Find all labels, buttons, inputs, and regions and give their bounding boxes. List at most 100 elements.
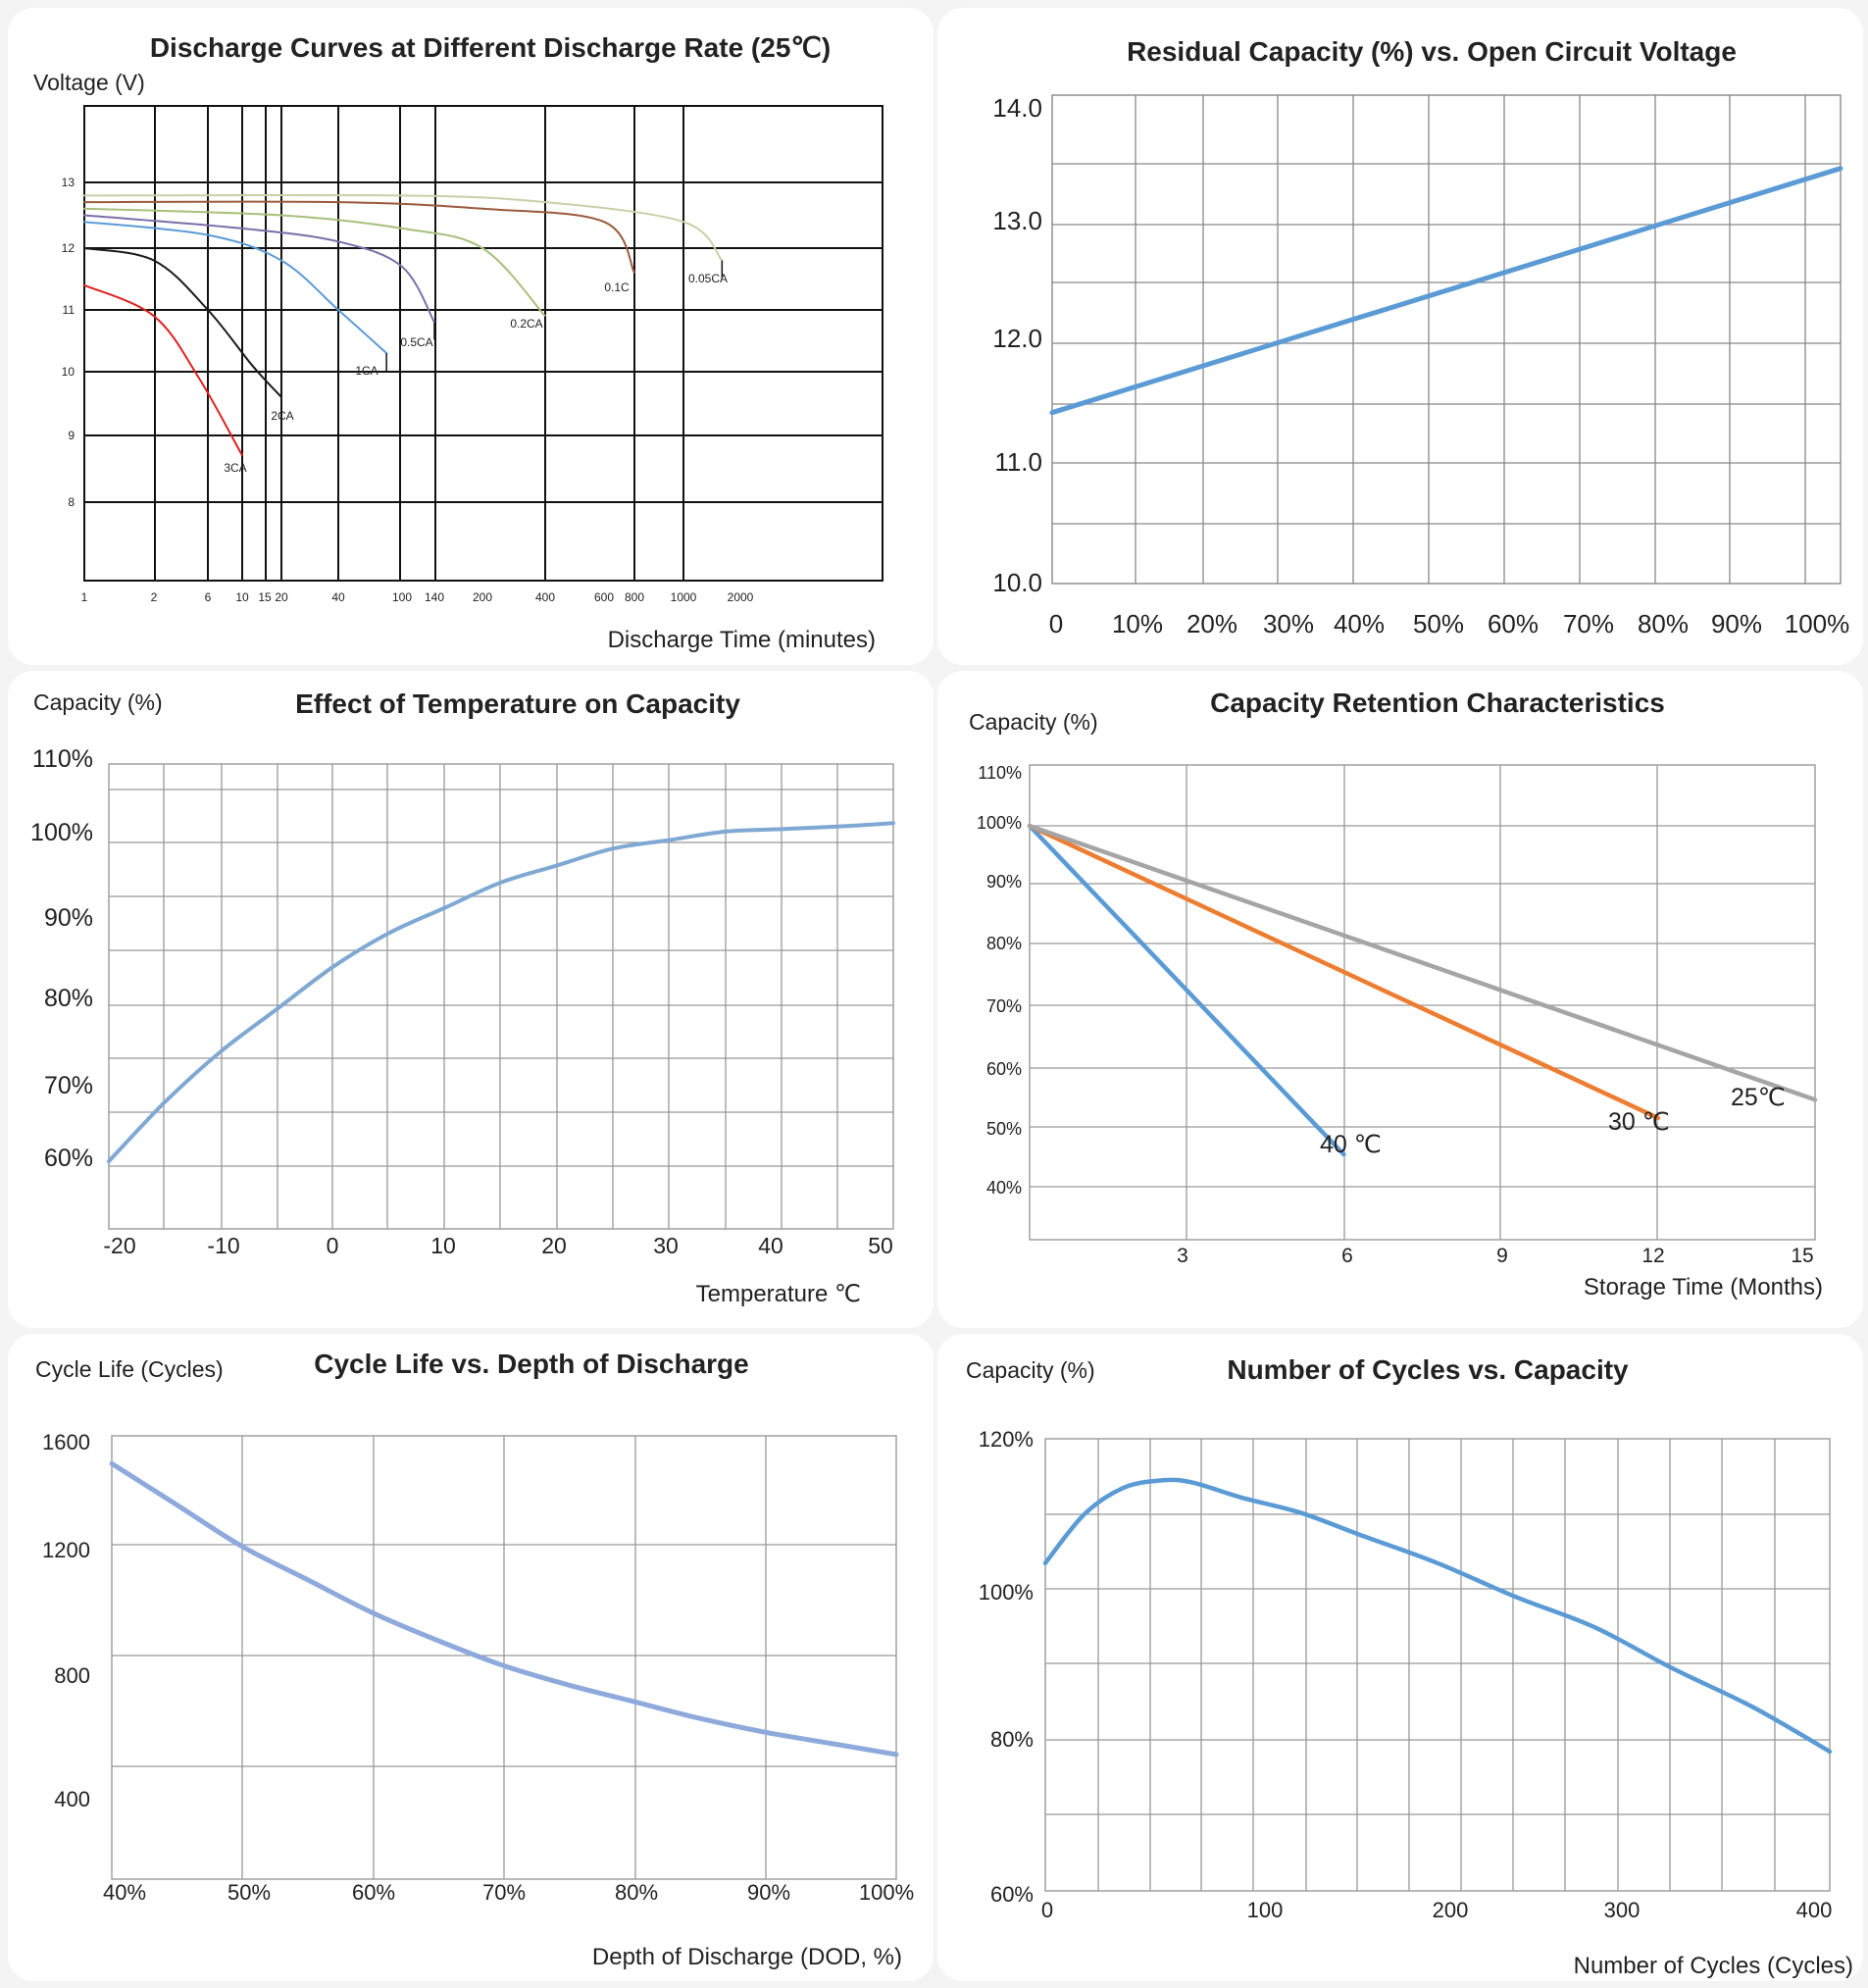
- x-tick-label: 40%: [1334, 609, 1385, 638]
- y-tick-label: 11.0: [994, 447, 1042, 477]
- series-label: 1CA: [355, 364, 378, 378]
- series-line-02ca: [83, 207, 546, 318]
- y-axis-title: Capacity (%): [33, 689, 163, 715]
- y-tick-label: 90%: [986, 872, 1022, 892]
- series-line-005ca: [83, 193, 724, 262]
- x-tick-label: 40: [331, 590, 345, 604]
- x-tick-label: 200: [1433, 1898, 1469, 1922]
- y-axis-title: Capacity (%): [966, 1357, 1095, 1383]
- x-tick-label: 50%: [227, 1880, 271, 1905]
- x-tick-label: 300: [1604, 1898, 1641, 1922]
- series-label: 0.2CA: [510, 317, 542, 331]
- x-tick-label: 20: [275, 590, 288, 604]
- series-label: 30 ℃: [1608, 1108, 1670, 1136]
- x-tick-label: 0: [327, 1233, 339, 1258]
- x-tick-label: 60%: [352, 1880, 395, 1905]
- y-tick-label: 120%: [979, 1427, 1034, 1452]
- y-tick-label: 14.0: [992, 93, 1042, 123]
- x-tick-label: 1: [81, 590, 88, 604]
- y-tick-label: 8: [68, 495, 75, 509]
- plot-frame: [83, 105, 884, 582]
- x-tick-label: 0: [1049, 609, 1063, 638]
- x-axis-title: Number of Cycles (Cycles): [1574, 1953, 1853, 1979]
- y-tick-label: 400: [54, 1787, 90, 1811]
- x-tick-label: 10%: [1112, 609, 1163, 638]
- y-tick-label: 60%: [990, 1882, 1034, 1907]
- x-tick-label: 100%: [859, 1880, 914, 1905]
- chart-title: Capacity Retention Characteristics: [1210, 688, 1665, 718]
- series-line-05ca: [83, 214, 435, 324]
- series-line-01c: [83, 200, 635, 275]
- y-tick-label: 10: [62, 365, 76, 379]
- x-tick-label: 10: [430, 1233, 456, 1258]
- x-tick-label: 70%: [482, 1880, 526, 1905]
- panel-discharge-curves: [8, 8, 934, 665]
- x-tick-label: 30%: [1263, 609, 1314, 638]
- series-label: 2CA: [271, 409, 293, 423]
- series-label: 0.5CA: [400, 335, 432, 349]
- x-tick-label: 10: [235, 590, 249, 604]
- y-tick-label: 100%: [30, 819, 93, 846]
- x-tick-label: 20: [541, 1233, 567, 1258]
- series-label: 0.05CA: [688, 272, 728, 285]
- x-tick-label: 15: [258, 590, 272, 604]
- series-label: 25℃: [1731, 1084, 1786, 1111]
- x-tick-label: 12: [1641, 1245, 1664, 1267]
- series-line: [1027, 823, 1661, 1121]
- x-tick-label: 6: [205, 590, 212, 604]
- y-tick-label: 100%: [977, 813, 1022, 833]
- x-tick-label: -10: [207, 1233, 239, 1258]
- x-tick-label: 80%: [1638, 609, 1689, 638]
- x-tick-label: 100: [1247, 1898, 1284, 1922]
- plot-frame: [1029, 764, 1816, 1241]
- x-tick-label: 2: [151, 590, 158, 604]
- x-tick-label: 50: [868, 1233, 893, 1258]
- x-tick-label: 140: [425, 590, 444, 604]
- series-line-3ca: [83, 283, 243, 457]
- x-tick-label: 50%: [1413, 609, 1464, 638]
- x-tick-label: 9: [1496, 1245, 1508, 1267]
- y-tick-label: 110%: [978, 763, 1022, 783]
- chart-title: Discharge Curves at Different Discharge …: [150, 32, 831, 63]
- x-tick-label: 90%: [1711, 609, 1762, 638]
- y-axis-title: Voltage (V): [33, 70, 145, 95]
- y-tick-label: 40%: [986, 1178, 1022, 1198]
- series-line: [109, 1460, 899, 1758]
- x-tick-label: 20%: [1186, 609, 1237, 638]
- y-tick-label: 110%: [32, 745, 93, 773]
- y-tick-label: 70%: [986, 996, 1022, 1016]
- x-axis-title: Temperature ℃: [696, 1281, 861, 1307]
- y-tick-label: 800: [54, 1663, 90, 1688]
- x-tick-label: 6: [1341, 1245, 1353, 1267]
- series-line: [1042, 1477, 1833, 1755]
- y-tick-label: 50%: [986, 1119, 1022, 1139]
- x-tick-label: 100%: [1785, 609, 1850, 638]
- series-line-1ca: [83, 221, 388, 355]
- series-label: 40 ℃: [1320, 1131, 1382, 1158]
- chart-title: Number of Cycles vs. Capacity: [1227, 1354, 1629, 1385]
- chart-title: Residual Capacity (%) vs. Open Circuit V…: [1127, 36, 1737, 67]
- x-tick-label: 80%: [615, 1880, 658, 1905]
- x-tick-label: 90%: [747, 1880, 790, 1905]
- series-line-2ca: [83, 247, 282, 398]
- y-axis-title: Capacity (%): [969, 709, 1098, 735]
- x-tick-label: 2000: [728, 590, 754, 604]
- x-tick-label: -20: [103, 1233, 135, 1258]
- y-axis-title: Cycle Life (Cycles): [35, 1356, 224, 1382]
- x-tick-label: 800: [625, 590, 644, 604]
- y-tick-label: 60%: [44, 1145, 93, 1172]
- chart-title: Effect of Temperature on Capacity: [295, 688, 740, 719]
- x-tick-label: 1000: [671, 590, 697, 604]
- x-tick-label: 70%: [1563, 609, 1614, 638]
- y-tick-label: 13.0: [992, 206, 1042, 235]
- y-tick-label: 80%: [44, 985, 93, 1012]
- x-tick-label: 40: [758, 1233, 783, 1258]
- series-line: [1027, 823, 1818, 1102]
- x-tick-label: 60%: [1488, 609, 1539, 638]
- panel-temperature-capacity: [8, 671, 934, 1328]
- x-tick-label: 100: [392, 590, 412, 604]
- panel-cycles-capacity: [937, 1334, 1863, 1981]
- y-tick-label: 60%: [986, 1059, 1022, 1079]
- x-tick-label: 15: [1791, 1245, 1813, 1267]
